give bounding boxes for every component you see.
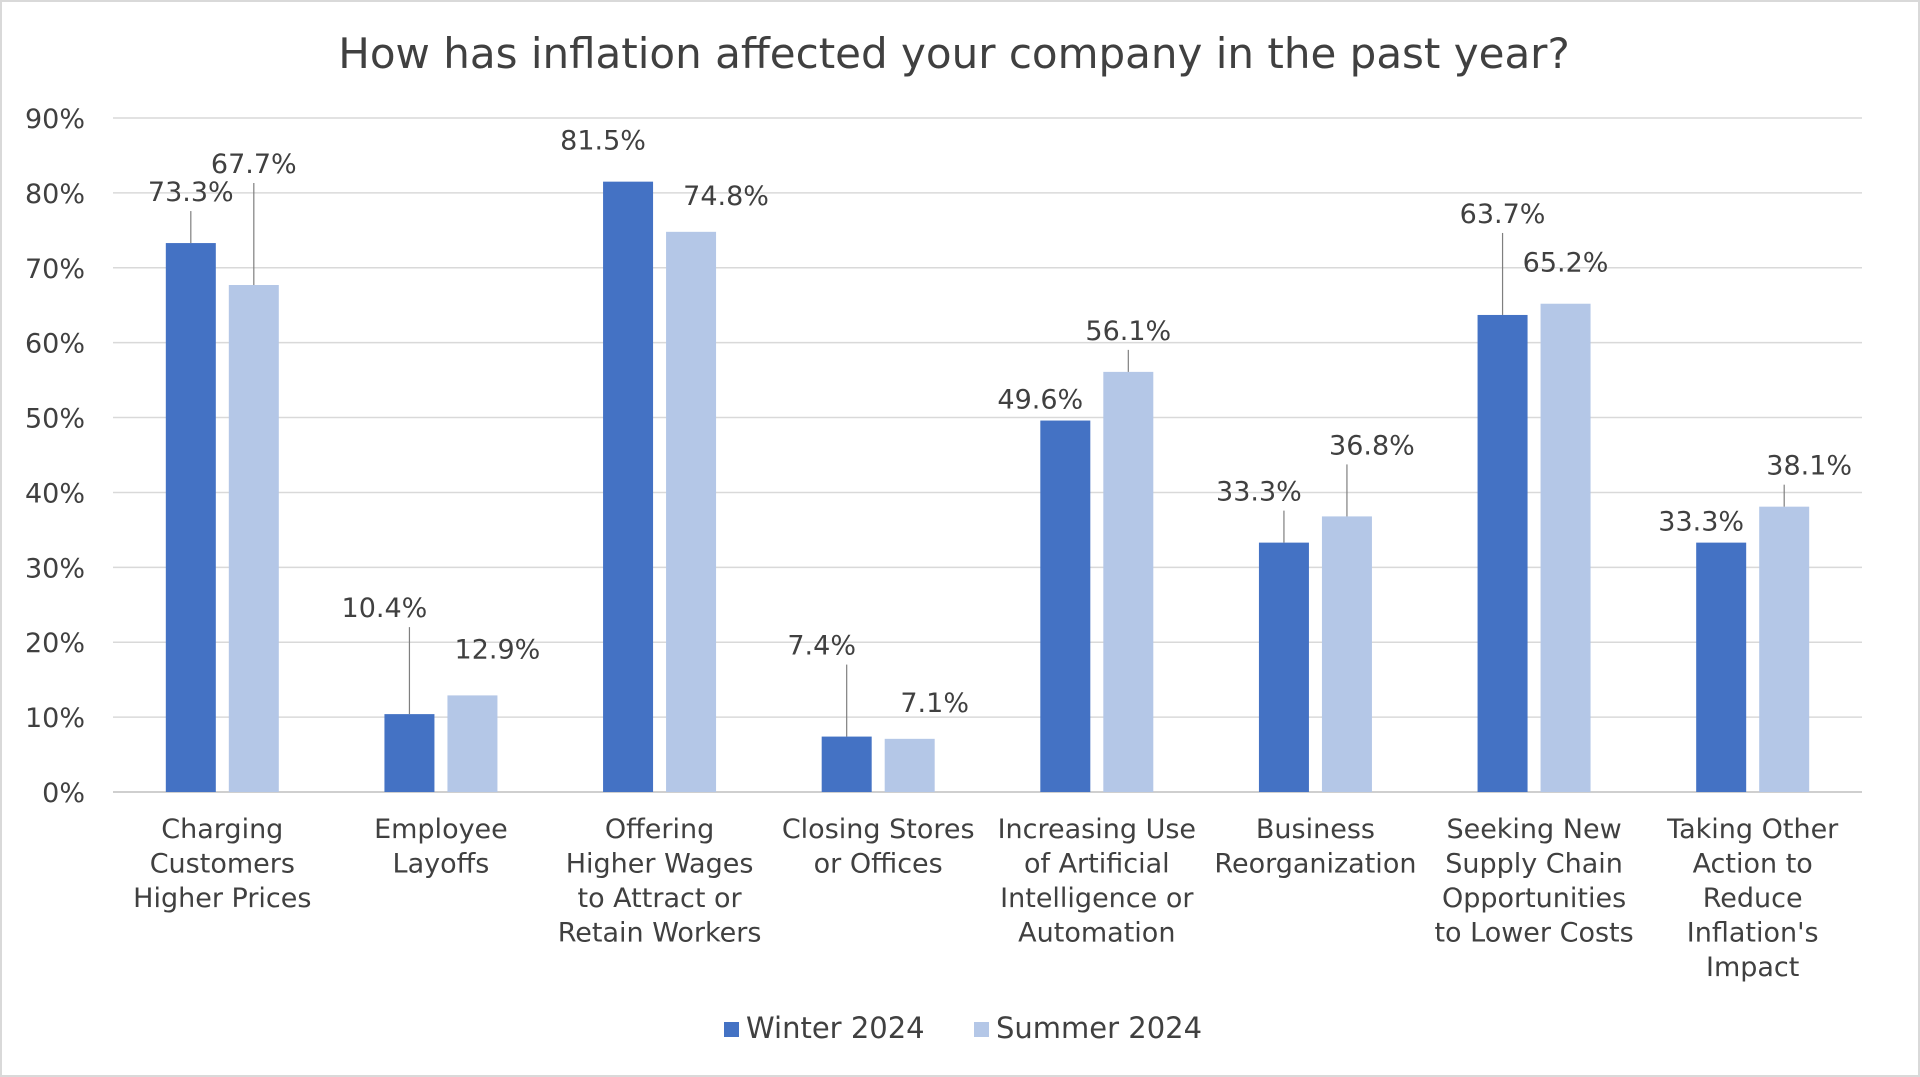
bar-winter bbox=[384, 714, 435, 792]
data-label: 33.3% bbox=[1216, 477, 1302, 508]
legend-label: Summer 2024 bbox=[996, 1011, 1202, 1045]
category-label: to Lower Costs bbox=[1434, 918, 1633, 949]
data-label: 63.7% bbox=[1460, 199, 1546, 230]
bar-summer bbox=[1759, 506, 1810, 792]
data-label: 36.8% bbox=[1329, 430, 1415, 461]
data-label: 12.9% bbox=[455, 634, 541, 665]
category-label: Reorganization bbox=[1214, 849, 1416, 880]
bar-summer bbox=[1103, 371, 1154, 792]
y-tick-label: 20% bbox=[25, 628, 85, 659]
data-label: 33.3% bbox=[1658, 507, 1744, 538]
bar-winter bbox=[165, 243, 216, 792]
chart-title: How has inflation affected your company … bbox=[338, 29, 1570, 78]
y-tick-label: 50% bbox=[25, 404, 85, 435]
bar-summer bbox=[666, 231, 717, 792]
data-labels: 73.3%67.7% 10.4% 12.9% 81.5% 74.8% 7.4% 7.1% 49… bbox=[148, 126, 1852, 719]
category-label: Inflation's bbox=[1687, 918, 1819, 949]
bar-winter bbox=[821, 736, 872, 792]
data-label: 65.2% bbox=[1523, 248, 1609, 279]
category-label: Retain Workers bbox=[558, 918, 762, 949]
data-label: 49.6% bbox=[997, 385, 1083, 416]
category-label: Business bbox=[1256, 814, 1375, 845]
category-label: Higher Wages bbox=[566, 849, 754, 880]
bar-summer bbox=[884, 738, 935, 792]
category-label: Closing Stores bbox=[782, 814, 975, 845]
y-axis-ticks: 0% 10% 20% 30% 40% 50% 60% 70% 80% 90% bbox=[25, 104, 85, 809]
bar-summer bbox=[1540, 303, 1591, 792]
category-label: Supply Chain bbox=[1445, 849, 1623, 880]
data-label: 10.4% bbox=[342, 593, 428, 624]
legend-swatch bbox=[974, 1022, 989, 1037]
bar-winter bbox=[1696, 542, 1747, 792]
label-leader-lines bbox=[190, 183, 1785, 737]
y-tick-label: 90% bbox=[25, 104, 85, 135]
category-label: to Attract or bbox=[577, 883, 742, 914]
y-tick-label: 70% bbox=[25, 254, 85, 285]
category-label: Reduce bbox=[1703, 883, 1803, 914]
data-label: 38.1% bbox=[1766, 451, 1852, 482]
data-label: 73.3% bbox=[148, 177, 234, 208]
bar-winter bbox=[1040, 420, 1091, 792]
bar-winter bbox=[1258, 542, 1309, 792]
legend-label: Winter 2024 bbox=[746, 1011, 925, 1045]
bars bbox=[165, 181, 1810, 793]
y-tick-label: 10% bbox=[25, 703, 85, 734]
bar-summer bbox=[447, 695, 498, 792]
category-label: Offering bbox=[605, 814, 714, 845]
legend: Winter 2024 Summer 2024 bbox=[724, 1011, 1202, 1045]
data-label: 81.5% bbox=[560, 126, 646, 157]
data-label: 7.1% bbox=[900, 688, 969, 719]
category-label: or Offices bbox=[814, 849, 943, 880]
category-label: of Artificial bbox=[1024, 849, 1170, 880]
y-tick-label: 60% bbox=[25, 329, 85, 360]
bar-winter bbox=[1477, 314, 1528, 792]
y-tick-label: 40% bbox=[25, 478, 85, 509]
data-label: 74.8% bbox=[683, 181, 769, 212]
gridlines bbox=[113, 117, 1862, 793]
y-tick-label: 30% bbox=[25, 553, 85, 584]
category-label: Impact bbox=[1706, 952, 1799, 983]
category-label: Employee bbox=[374, 814, 508, 845]
category-label: Customers bbox=[150, 849, 295, 880]
legend-swatch bbox=[724, 1022, 739, 1037]
category-label: Automation bbox=[1018, 918, 1175, 949]
data-label: 67.7% bbox=[211, 149, 297, 180]
bar-winter bbox=[603, 181, 654, 793]
data-label: 7.4% bbox=[787, 631, 856, 662]
category-label: Action to bbox=[1693, 849, 1813, 880]
data-label: 56.1% bbox=[1085, 316, 1171, 347]
bar-summer bbox=[228, 285, 279, 792]
category-label: Opportunities bbox=[1442, 883, 1626, 914]
y-tick-label: 0% bbox=[42, 778, 85, 809]
bar-summer bbox=[1321, 516, 1372, 792]
category-label: Charging bbox=[161, 814, 283, 845]
category-label: Increasing Use bbox=[998, 814, 1196, 845]
category-label: Layoffs bbox=[393, 849, 490, 880]
category-label: Higher Prices bbox=[133, 883, 311, 914]
category-label: Intelligence or bbox=[1000, 883, 1194, 914]
category-label: Taking Other bbox=[1666, 814, 1839, 845]
category-label: Seeking New bbox=[1446, 814, 1621, 845]
y-tick-label: 80% bbox=[25, 179, 85, 210]
